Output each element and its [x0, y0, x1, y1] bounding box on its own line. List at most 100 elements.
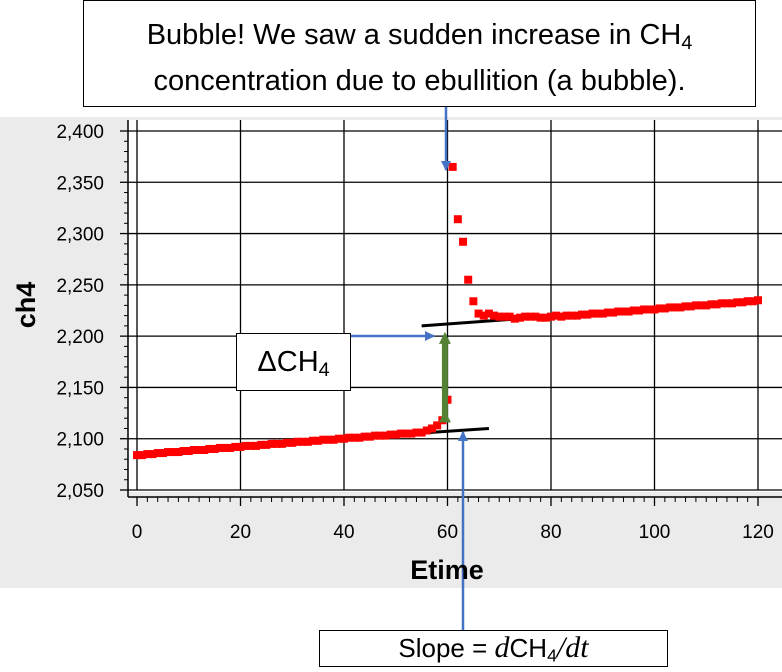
data-point	[417, 428, 426, 437]
data-point	[205, 444, 214, 453]
data-point	[660, 304, 669, 313]
data-point	[593, 309, 602, 318]
data-point	[541, 313, 550, 322]
data-point	[598, 309, 607, 318]
bubble-callout-line1: Bubble! We saw a sudden increase in CH4	[146, 19, 693, 54]
y-tick-label: 2,050	[56, 481, 104, 502]
y-tick-label: 2,300	[56, 225, 104, 246]
data-point	[257, 440, 266, 449]
data-point	[267, 439, 276, 448]
data-point	[707, 300, 716, 309]
data-point	[738, 298, 747, 307]
data-point	[407, 429, 416, 438]
data-point	[391, 430, 400, 439]
data-point	[329, 435, 338, 444]
data-point	[650, 305, 659, 314]
data-point	[272, 439, 281, 448]
data-point	[345, 433, 354, 442]
data-point	[686, 302, 695, 311]
data-point	[133, 451, 141, 460]
gridlines	[128, 120, 782, 491]
data-point	[293, 437, 302, 446]
data-point	[748, 297, 757, 306]
data-point	[220, 443, 229, 452]
data-point	[376, 431, 385, 440]
data-point	[402, 429, 411, 438]
data-point	[158, 449, 167, 458]
data-point	[231, 442, 240, 451]
data-point	[645, 305, 654, 314]
data-point	[319, 435, 328, 444]
data-point	[283, 438, 292, 447]
x-tick-label: 0	[132, 522, 143, 543]
data-point	[226, 443, 235, 452]
data-point	[469, 297, 478, 306]
data-point	[743, 297, 752, 306]
data-point	[552, 311, 561, 320]
data-point	[314, 436, 323, 445]
data-point	[252, 441, 261, 450]
y-tick-label: 2,400	[56, 122, 104, 143]
data-point	[614, 307, 623, 316]
data-point	[702, 301, 711, 310]
data-point	[583, 310, 592, 319]
bubble-callout: Bubble! We saw a sudden increase in CH4 …	[83, 0, 756, 107]
data-point	[184, 447, 193, 456]
data-point	[640, 305, 649, 314]
y-tick-label: 2,100	[56, 430, 104, 451]
data-point	[676, 303, 685, 312]
y-tick-label: 2,150	[56, 378, 104, 399]
data-point	[386, 430, 395, 439]
data-point	[526, 312, 535, 321]
data-point	[531, 312, 540, 321]
x-tick-label: 80	[540, 522, 561, 543]
data-point	[427, 424, 436, 433]
data-point	[495, 312, 504, 321]
data-point	[164, 448, 173, 457]
data-point	[200, 445, 209, 454]
data-point	[210, 444, 219, 453]
data-point	[396, 429, 405, 438]
data-point	[371, 431, 380, 440]
data-point	[697, 301, 706, 310]
x-tick-label: 100	[639, 522, 671, 543]
data-point	[179, 447, 188, 456]
x-tick-label: 20	[230, 522, 251, 543]
data-point	[246, 441, 255, 450]
data-point	[634, 306, 643, 315]
data-points	[133, 162, 762, 460]
data-point	[340, 434, 348, 443]
bubble-callout-line2: concentration due to ebullition (a bubbl…	[153, 64, 686, 97]
data-point	[521, 312, 530, 321]
x-axis-title: Etime	[410, 555, 484, 585]
data-point	[505, 312, 514, 321]
data-point	[629, 306, 638, 315]
data-point	[562, 311, 571, 320]
y-tick-label: 2,350	[56, 173, 104, 194]
data-point	[578, 310, 587, 319]
data-point	[350, 433, 359, 442]
data-point	[691, 301, 700, 310]
data-point	[572, 311, 581, 320]
data-point	[728, 299, 737, 308]
data-point	[510, 314, 519, 323]
data-point	[479, 311, 488, 320]
data-point	[189, 445, 198, 454]
axes: 0 20 40 60 80 100 120 2,050 2,100 2,150 2,200 2,250…	[56, 120, 782, 543]
data-point	[464, 275, 473, 284]
data-point	[334, 434, 343, 443]
data-point	[733, 298, 742, 307]
x-tick-label: 60	[437, 522, 458, 543]
data-point	[412, 428, 421, 437]
y-tick-label: 2,200	[56, 327, 104, 348]
data-point	[547, 312, 555, 321]
y-tick-label: 2,250	[56, 276, 104, 297]
data-point	[717, 299, 726, 308]
data-point	[453, 215, 462, 224]
slope-callout: Slope = dCH4/dt	[319, 630, 668, 667]
data-point	[754, 296, 762, 305]
data-point	[215, 443, 224, 452]
data-point	[666, 303, 675, 312]
x-tick-label: 40	[333, 522, 354, 543]
